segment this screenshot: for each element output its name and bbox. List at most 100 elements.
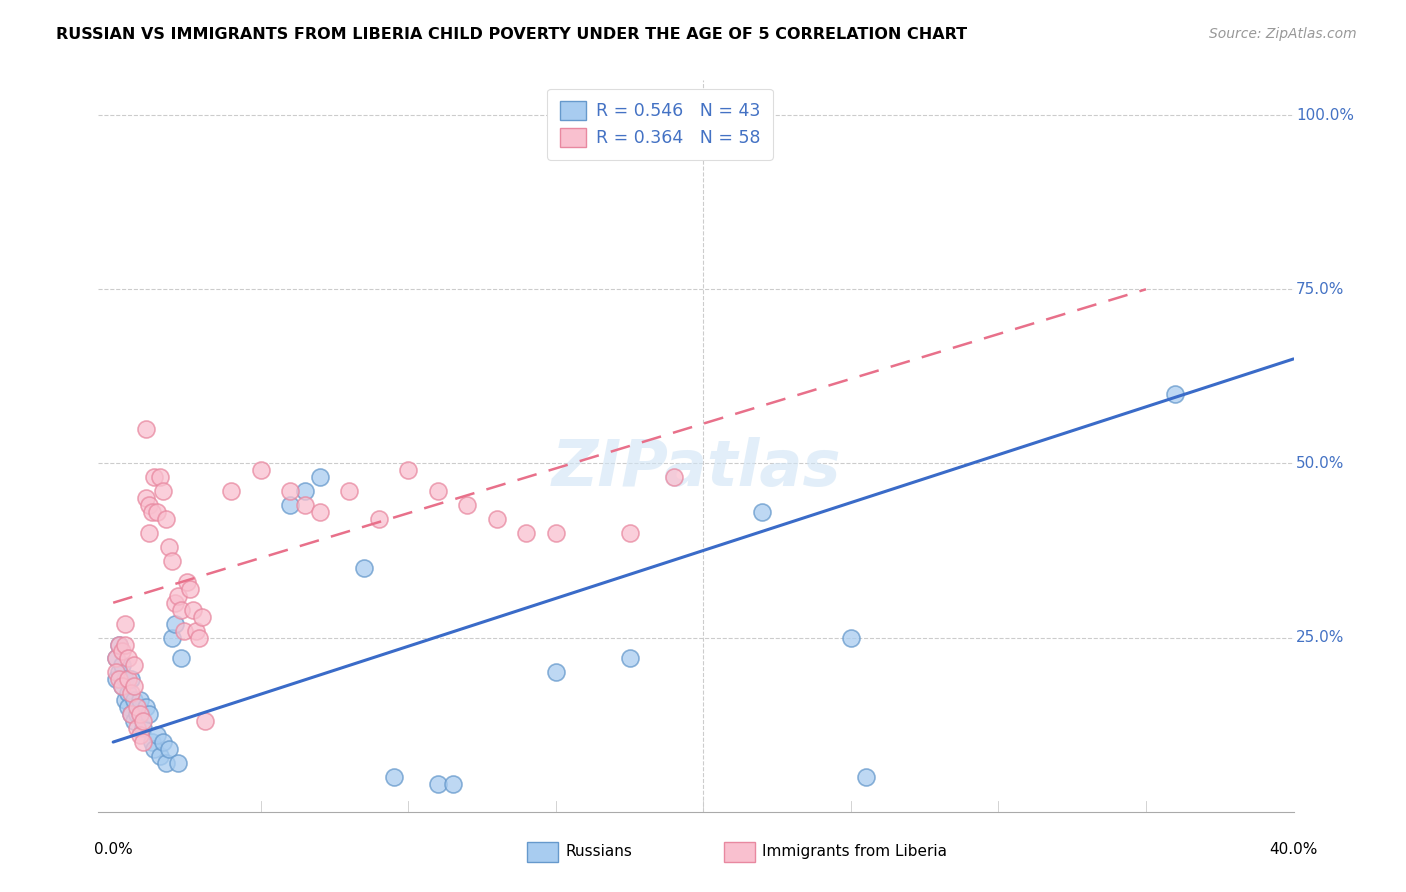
Point — [544, 526, 567, 541]
Point — [141, 505, 163, 519]
Point — [108, 638, 131, 652]
Point — [187, 631, 209, 645]
Point — [152, 484, 174, 499]
Point — [111, 679, 134, 693]
Point — [152, 735, 174, 749]
Point — [120, 707, 142, 722]
Point — [855, 770, 877, 784]
Point — [138, 707, 160, 722]
Point — [105, 673, 128, 687]
Point — [120, 673, 142, 687]
Point — [138, 498, 160, 512]
Point — [155, 756, 177, 770]
Point — [125, 721, 148, 735]
Point — [120, 686, 142, 700]
Text: 0.0%: 0.0% — [94, 842, 132, 857]
Point — [157, 540, 180, 554]
Point — [382, 770, 405, 784]
Point — [155, 512, 177, 526]
Point — [157, 742, 180, 756]
Text: Immigrants from Liberia: Immigrants from Liberia — [762, 845, 948, 859]
Point — [143, 470, 166, 484]
Point — [278, 498, 301, 512]
Point — [120, 707, 142, 722]
Point — [308, 470, 330, 484]
Point — [396, 463, 419, 477]
Text: Russians: Russians — [565, 845, 633, 859]
Point — [146, 505, 169, 519]
Point — [141, 735, 163, 749]
Point — [278, 484, 301, 499]
Point — [146, 728, 169, 742]
Point — [117, 673, 139, 687]
Point — [117, 651, 139, 665]
Point — [135, 700, 157, 714]
Point — [114, 693, 136, 707]
Point — [131, 735, 153, 749]
Point — [105, 651, 128, 665]
Point — [135, 421, 157, 435]
Point — [165, 596, 187, 610]
Point — [105, 665, 128, 680]
Point — [544, 665, 567, 680]
Point — [170, 603, 193, 617]
Point — [135, 491, 157, 506]
Point — [426, 484, 449, 499]
Point — [176, 574, 198, 589]
Point — [149, 749, 172, 764]
Point — [160, 631, 183, 645]
Text: 50.0%: 50.0% — [1296, 456, 1344, 471]
Point — [111, 644, 134, 658]
Point — [117, 700, 139, 714]
Point — [249, 463, 271, 477]
Point — [125, 700, 148, 714]
Point — [219, 484, 242, 499]
Point — [662, 470, 685, 484]
Point — [122, 679, 145, 693]
Point — [138, 526, 160, 541]
Point — [131, 714, 153, 728]
Point — [111, 679, 134, 693]
Point — [619, 651, 641, 665]
Point — [184, 624, 207, 638]
Point — [114, 673, 136, 687]
Point — [167, 589, 190, 603]
Point — [485, 512, 508, 526]
Point — [128, 707, 150, 722]
Point — [125, 707, 148, 722]
Point — [143, 742, 166, 756]
Point — [353, 561, 375, 575]
Point — [108, 638, 131, 652]
Point — [122, 693, 145, 707]
Point — [337, 484, 360, 499]
Text: ZIPatlas: ZIPatlas — [551, 437, 841, 499]
Point — [111, 658, 134, 673]
Point — [751, 505, 773, 519]
Point — [108, 665, 131, 680]
Text: RUSSIAN VS IMMIGRANTS FROM LIBERIA CHILD POVERTY UNDER THE AGE OF 5 CORRELATION : RUSSIAN VS IMMIGRANTS FROM LIBERIA CHILD… — [56, 27, 967, 42]
Point — [131, 721, 153, 735]
Point — [426, 777, 449, 791]
Point — [128, 693, 150, 707]
Point — [456, 498, 478, 512]
Text: 25.0%: 25.0% — [1296, 630, 1344, 645]
Point — [441, 777, 464, 791]
Point — [105, 651, 128, 665]
Point — [167, 756, 190, 770]
Point — [149, 470, 172, 484]
Point — [179, 582, 201, 596]
Text: 75.0%: 75.0% — [1296, 282, 1344, 297]
Point — [194, 714, 217, 728]
Point — [165, 616, 187, 631]
Point — [128, 728, 150, 742]
Point — [108, 673, 131, 687]
Point — [181, 603, 204, 617]
Text: 40.0%: 40.0% — [1270, 842, 1317, 857]
Point — [515, 526, 537, 541]
Point — [839, 631, 862, 645]
Text: Source: ZipAtlas.com: Source: ZipAtlas.com — [1209, 27, 1357, 41]
Point — [117, 686, 139, 700]
Point — [367, 512, 389, 526]
Point — [190, 609, 212, 624]
Point — [114, 638, 136, 652]
